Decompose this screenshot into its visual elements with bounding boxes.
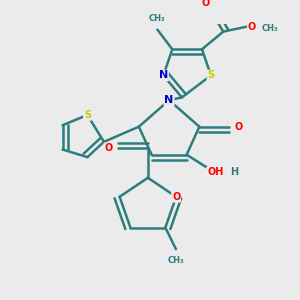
Text: O: O bbox=[201, 0, 209, 8]
Text: CH₃: CH₃ bbox=[149, 14, 166, 23]
Text: H: H bbox=[230, 167, 238, 177]
Text: O: O bbox=[172, 192, 180, 202]
Text: O: O bbox=[235, 122, 243, 132]
Text: S: S bbox=[84, 110, 91, 120]
Text: N: N bbox=[159, 70, 168, 80]
Text: S: S bbox=[207, 70, 214, 80]
Text: OH: OH bbox=[207, 167, 224, 177]
Text: N: N bbox=[164, 95, 174, 105]
Text: CH₃: CH₃ bbox=[262, 24, 278, 33]
Text: O: O bbox=[104, 143, 113, 153]
Text: O: O bbox=[248, 22, 256, 32]
Text: CH₃: CH₃ bbox=[168, 256, 184, 266]
